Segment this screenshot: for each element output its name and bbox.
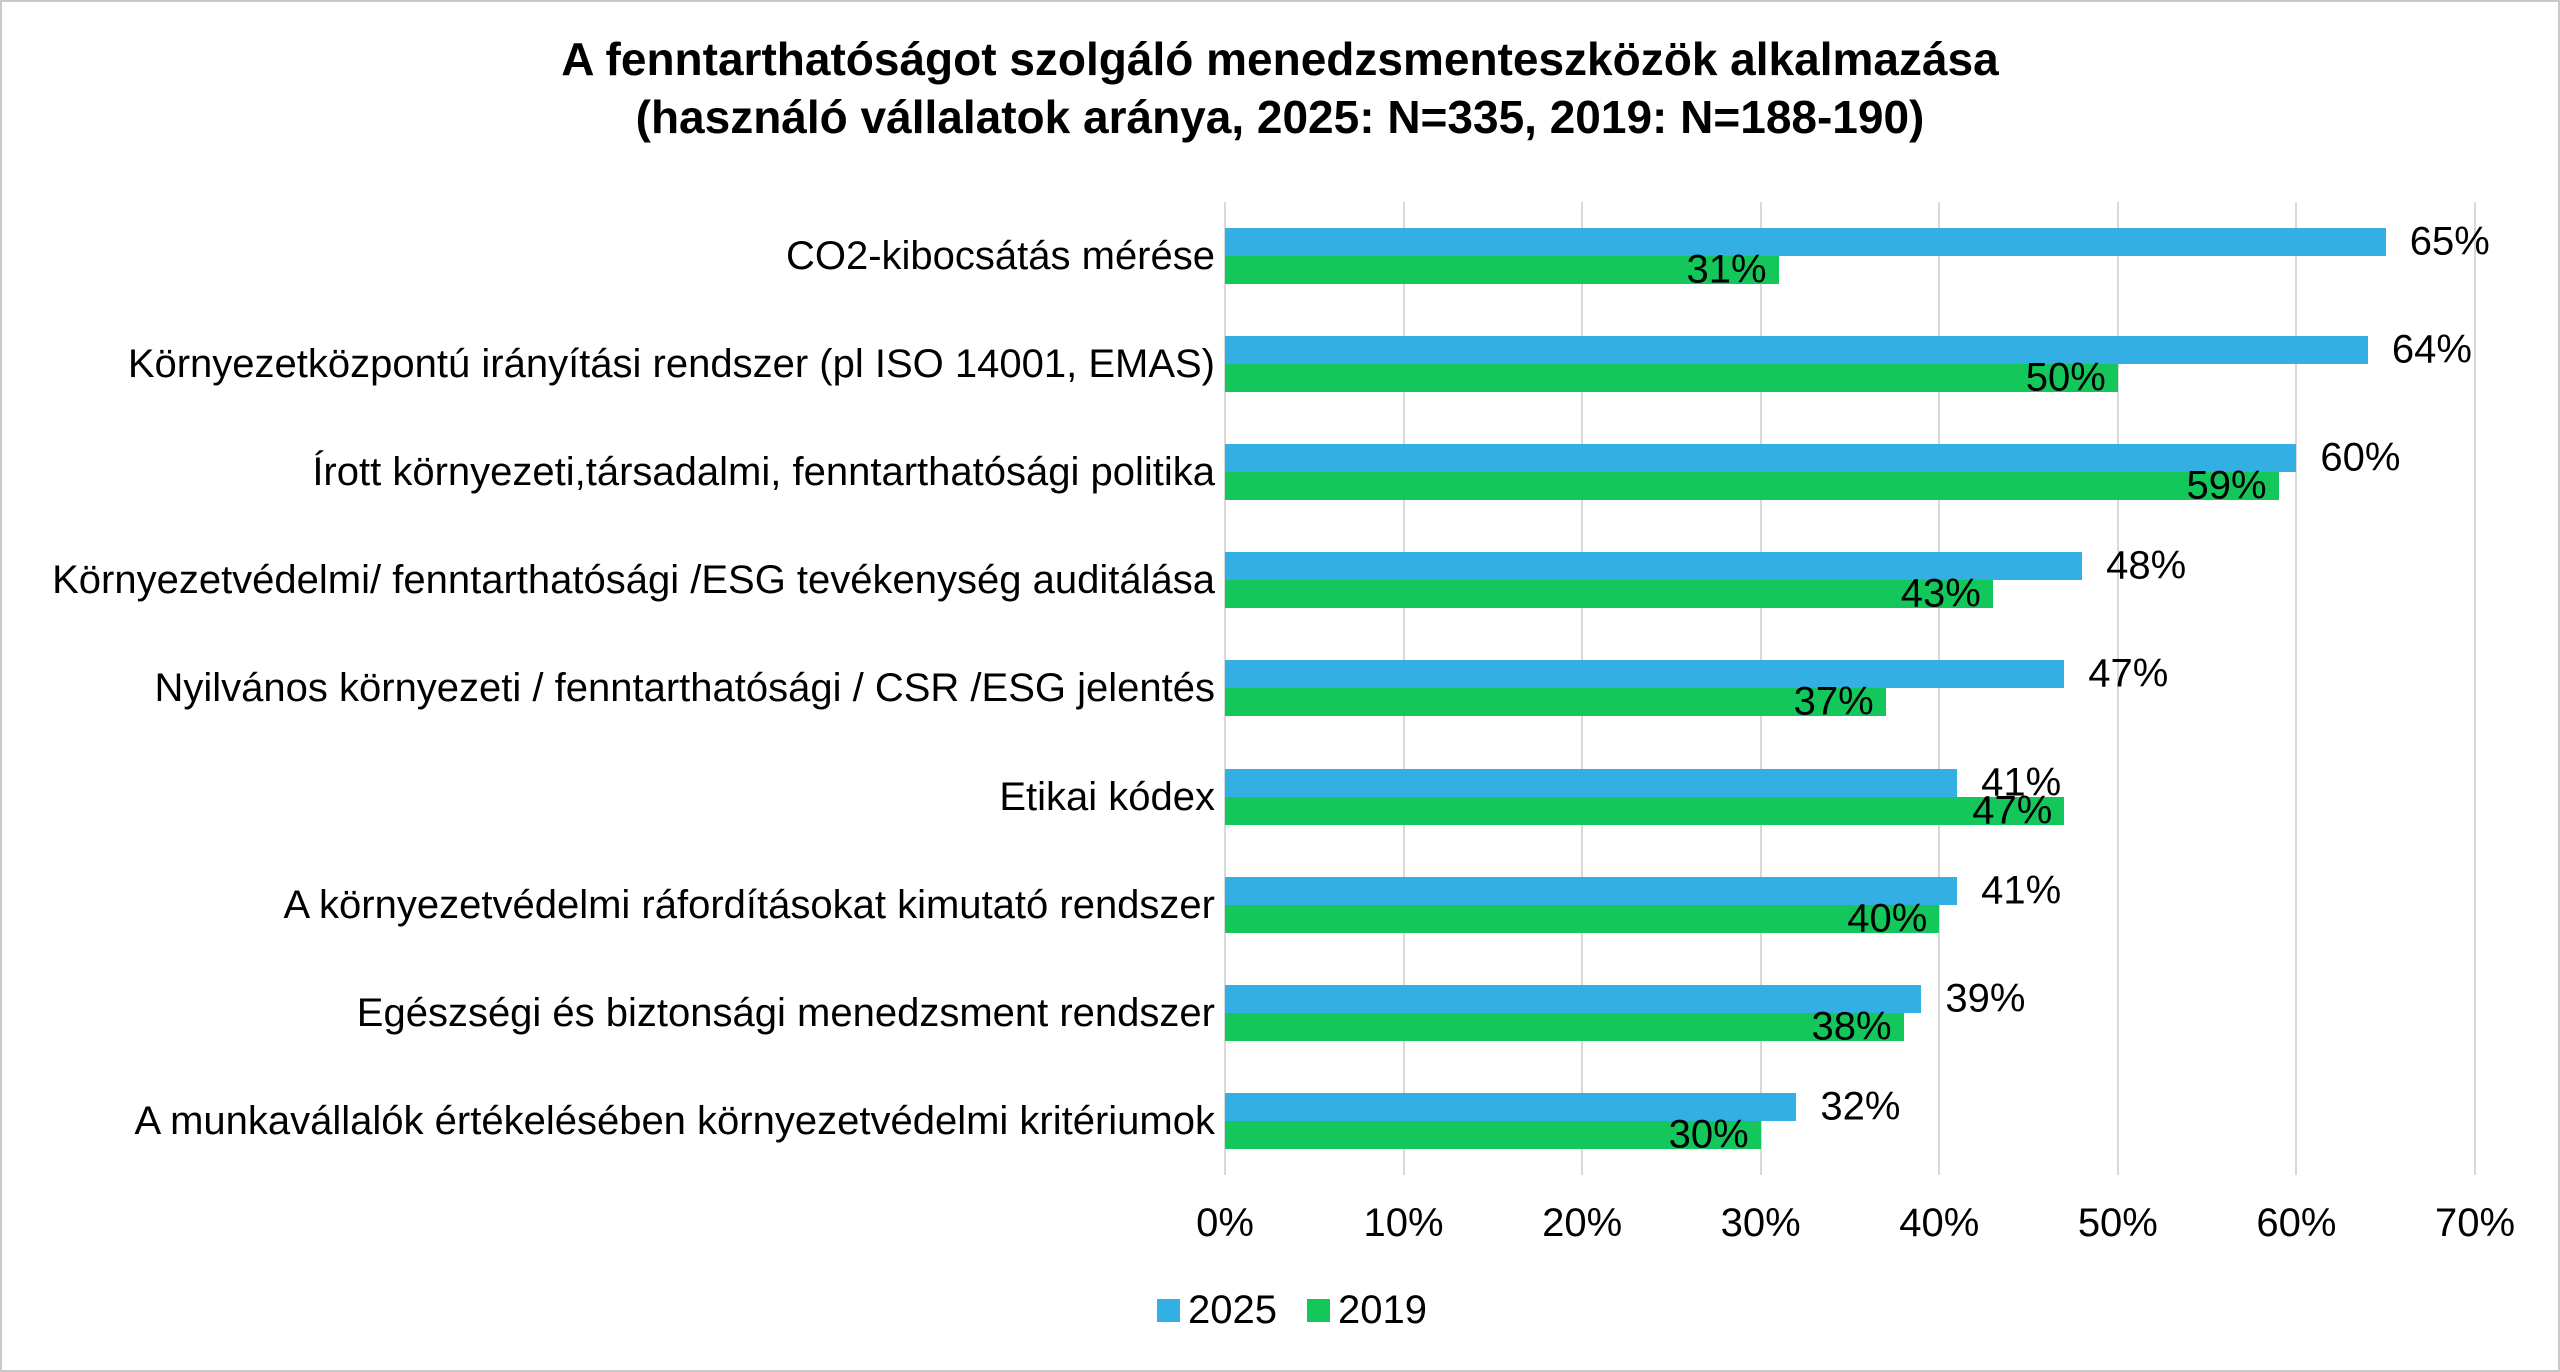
bar-2025: 41% (1225, 868, 2061, 912)
legend-swatch-2019 (1306, 1298, 1330, 1322)
value-label-2019: 50% (2025, 355, 2106, 400)
bar-2025: 47% (1225, 652, 2168, 696)
value-label-2019: 31% (1686, 247, 1767, 292)
value-label-2025: 32% (1820, 1084, 1901, 1129)
category-label: Egészségi és biztonsági menedzsment rend… (356, 990, 1215, 1035)
bar-2019: 59% (1225, 464, 2279, 508)
x-tick-label: 20% (1542, 1201, 1623, 1245)
value-label-2025: 48% (2106, 543, 2187, 588)
x-tick-label: 10% (1363, 1201, 1444, 1245)
bar-2019: 47% (1225, 788, 2065, 832)
bar-2025: 32% (1225, 1084, 1900, 1128)
bar-2019: 43% (1225, 572, 1993, 616)
chart-row: A környezetvédelmi ráfordításokat kimuta… (2, 851, 2558, 959)
bar-2019: 50% (1225, 356, 2118, 400)
category-label: CO2-kibocsátás mérése (785, 234, 1215, 279)
category-label: Nyilvános környezeti / fenntarthatósági … (154, 666, 1215, 711)
category-label: Írott környezeti,társadalmi, fenntarthat… (312, 450, 1215, 495)
category-label: Környezetvédelmi/ fenntarthatósági /ESG … (52, 558, 1215, 603)
gridline (1938, 202, 1941, 1175)
chart-row: Környezetvédelmi/ fenntarthatósági /ESG … (2, 526, 2558, 634)
legend-item-2019: 2019 (1306, 1287, 1427, 1333)
category-label: Etikai kódex (999, 774, 1215, 819)
value-label-2025: 65% (2409, 219, 2490, 264)
category-label: A környezetvédelmi ráfordításokat kimuta… (283, 882, 1215, 927)
value-label-2019: 43% (1900, 571, 1981, 616)
value-label-2025: 60% (2320, 435, 2401, 480)
bar-group: 47% 37% (1225, 634, 2475, 742)
value-label-2019: 37% (1793, 679, 1874, 724)
chart-row: CO2-kibocsátás mérése 65% 31% (2, 202, 2558, 310)
gridline (2295, 202, 2298, 1175)
bar-2025: 64% (1225, 328, 2472, 372)
x-tick-label: 40% (1899, 1201, 1980, 1245)
x-tick-label: 50% (2077, 1201, 2158, 1245)
x-tick-label: 70% (2434, 1201, 2516, 1245)
chart-row: Nyilvános környezeti / fenntarthatósági … (2, 634, 2558, 742)
bar-rows: CO2-kibocsátás mérése 65% 31% Környezetközp… (2, 202, 2558, 1175)
x-tick-label: 0% (1196, 1201, 1254, 1245)
chart-row: Etikai kódex 41% 47% (2, 743, 2558, 851)
legend-swatch-2025 (1157, 1298, 1180, 1322)
bar-2025: 60% (1225, 436, 2400, 480)
bar-2019: 37% (1225, 680, 1886, 724)
chart-title: A fenntarthatóságot szolgáló menedzsment… (2, 30, 2558, 146)
x-tick-label: 30% (1720, 1201, 1801, 1245)
category-label: A munkavállalók értékelésében környezetv… (134, 1098, 1215, 1143)
value-label-2025: 47% (2088, 651, 2169, 696)
value-label-2019: 38% (1811, 1004, 1892, 1049)
bar-group: 65% 31% (1225, 202, 2490, 310)
value-label-2019: 59% (2186, 463, 2267, 508)
value-label-2025: 39% (1945, 976, 2026, 1021)
bar-2019: 30% (1225, 1112, 1761, 1156)
chart-row: Egészségi és biztonsági menedzsment rend… (2, 959, 2558, 1067)
bar-group: 48% 43% (1225, 526, 2475, 634)
gridline (2474, 202, 2476, 1175)
bar-group: 39% 38% (1225, 959, 2475, 1067)
bar-group: 60% 59% (1225, 418, 2475, 526)
bar-2019: 38% (1225, 1004, 1904, 1048)
bar-2025: 41% (1225, 760, 2061, 804)
chart-row: A munkavállalók értékelésében környezetv… (2, 1067, 2558, 1175)
chart-title-line2: (használó vállalatok aránya, 2025: N=335… (635, 91, 1925, 143)
x-axis: 0% 10% 20% 30% 40% 50% 60% 70% (1196, 1200, 2515, 1250)
legend-label-2019: 2019 (1337, 1287, 1427, 1332)
category-label: Környezetközpontú irányítási rendszer (p… (127, 342, 1215, 387)
bar-2019: 40% (1225, 896, 1940, 940)
value-label-2019: 47% (1972, 788, 2053, 833)
gridline (2116, 202, 2119, 1175)
bar-group: 32% 30% (1225, 1067, 2475, 1175)
value-label-2019: 30% (1668, 1112, 1749, 1157)
chart-title-line1: A fenntarthatóságot szolgáló menedzsment… (561, 33, 1999, 85)
bar-2025: 65% (1225, 220, 2490, 264)
bar-2025: 48% (1225, 544, 2186, 588)
chart-row: Írott környezeti,társadalmi, fenntarthat… (2, 418, 2558, 526)
value-label-2019: 40% (1847, 896, 1928, 941)
legend-item-2025: 2025 (1157, 1288, 1277, 1333)
legend-label-2025: 2025 (1188, 1287, 1277, 1332)
bar-2025: 39% (1225, 976, 2025, 1020)
bar-group: 64% 50% (1225, 310, 2475, 418)
chart-row: Környezetközpontú irányítási rendszer (p… (2, 310, 2558, 418)
value-label-2025: 41% (1981, 868, 2062, 913)
value-label-2025: 64% (2391, 327, 2472, 372)
bar-group: 41% 47% (1225, 743, 2475, 851)
bar-group: 41% 40% (1225, 851, 2475, 959)
bar-2019: 31% (1225, 248, 1779, 292)
legend: 2025 2019 (1157, 1288, 1457, 1332)
x-tick-label: 60% (2256, 1201, 2337, 1245)
